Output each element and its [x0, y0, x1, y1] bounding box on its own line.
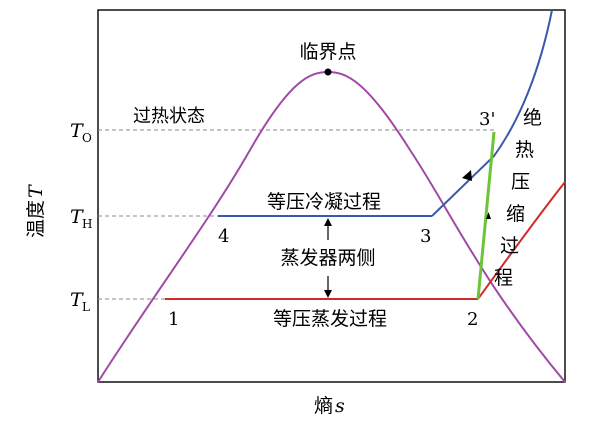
condensation-label: 等压冷凝过程	[267, 191, 381, 213]
critical-point-label: 临界点	[299, 41, 356, 63]
tick-tl-sub: L	[82, 300, 90, 314]
arrow-down-icon	[324, 290, 332, 298]
point-3-label: 3	[420, 226, 431, 247]
superheat-curve	[431, 9, 553, 217]
compression-char: 程	[494, 267, 513, 289]
point-1-label: 1	[168, 309, 179, 330]
superheat-arrow-icon	[462, 170, 472, 181]
tick-tl-main: T	[70, 289, 84, 311]
critical-point-dot	[324, 68, 332, 76]
x-axis-label-var: s	[335, 395, 345, 417]
point-2-label: 2	[467, 309, 478, 330]
tick-to-main: T	[70, 120, 84, 142]
y-axis-label-text: 温度	[25, 200, 47, 238]
tick-th-sub: H	[82, 217, 92, 231]
compression-char: 压	[511, 171, 530, 193]
evaporator-sides-label: 蒸发器两侧	[280, 247, 375, 269]
arrow-up-icon	[324, 218, 332, 226]
evaporation-label: 等压蒸发过程	[273, 308, 387, 330]
plot-frame	[97, 9, 566, 383]
y-axis-label-var: T	[25, 184, 47, 198]
compression-line	[476, 131, 496, 300]
tick-th-main: T	[70, 206, 84, 228]
compression-char: 绝	[523, 107, 542, 129]
compression-arrow-icon	[486, 212, 491, 219]
y-axis-label: 温度 T	[25, 184, 47, 238]
compression-char: 过	[500, 235, 519, 257]
point-3prime-label: 3'	[479, 109, 495, 130]
x-axis-label-text: 熵	[314, 395, 333, 417]
point-4-label: 4	[218, 226, 229, 247]
tick-to-sub: O	[82, 131, 92, 145]
compression-char: 热	[515, 139, 534, 161]
superheated-label: 过热状态	[133, 106, 205, 127]
compression-char: 缩	[506, 203, 525, 225]
low-pressure-curve	[477, 181, 566, 300]
